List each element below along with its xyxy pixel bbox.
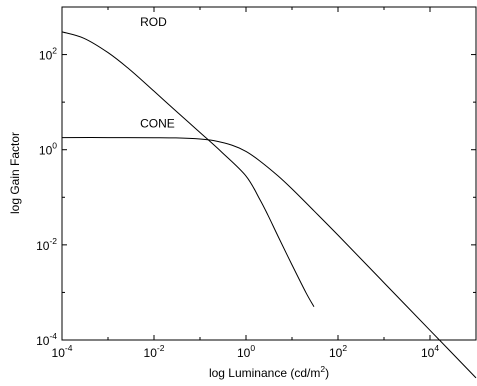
y-tick-label: 10-2 — [36, 236, 57, 253]
x-axis-label: log Luminance (cd/m2) — [209, 364, 329, 380]
annotation-rod: ROD — [140, 15, 167, 29]
series-curves — [61, 31, 477, 379]
x-tick-label: 10-4 — [52, 343, 73, 360]
plot-frame — [61, 6, 477, 341]
y-tick-label: 100 — [39, 141, 57, 158]
y-axis-ticks: 10-4 10-2 100 102 — [36, 6, 476, 348]
annotation-cone: CONE — [140, 117, 175, 131]
y-tick-label: 102 — [39, 46, 57, 63]
x-tick-label: 10-2 — [144, 343, 165, 360]
curve-annotations: ROD CONE — [140, 15, 175, 131]
x-axis-ticks: 10-4 10-2 100 102 104 — [52, 7, 477, 360]
curve-rod — [61, 31, 315, 307]
x-tick-label: 100 — [237, 343, 255, 360]
x-tick-label: 104 — [421, 343, 439, 360]
y-tick-label: 10-4 — [36, 331, 57, 348]
x-tick-label: 102 — [329, 343, 347, 360]
curve-cone — [61, 137, 477, 379]
y-axis-label: log Gain Factor — [8, 132, 22, 214]
